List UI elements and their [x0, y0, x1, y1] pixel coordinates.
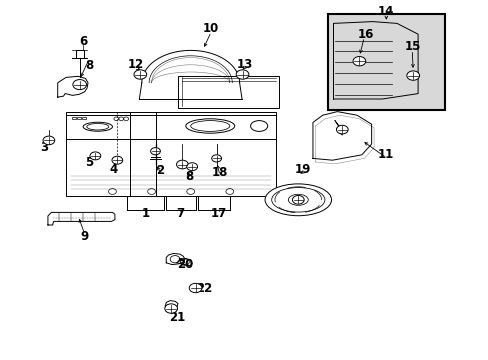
Circle shape: [150, 148, 160, 155]
Text: 4: 4: [110, 163, 118, 176]
Circle shape: [186, 163, 197, 171]
Text: 8: 8: [185, 170, 193, 183]
Circle shape: [73, 80, 86, 90]
Text: 9: 9: [81, 230, 88, 243]
Text: 11: 11: [377, 148, 394, 161]
Ellipse shape: [264, 184, 331, 216]
Text: 19: 19: [294, 163, 311, 176]
Text: 5: 5: [85, 156, 93, 169]
Circle shape: [90, 152, 101, 160]
Polygon shape: [66, 112, 276, 196]
Circle shape: [112, 156, 122, 164]
Text: 13: 13: [236, 58, 252, 71]
Circle shape: [236, 70, 248, 79]
Bar: [76, 50, 83, 58]
Text: 7: 7: [176, 207, 183, 220]
Text: 15: 15: [404, 40, 421, 53]
Text: 20: 20: [176, 258, 193, 271]
Text: 10: 10: [203, 22, 219, 35]
Circle shape: [164, 304, 177, 313]
Circle shape: [43, 136, 55, 145]
Text: 14: 14: [377, 5, 394, 18]
Bar: [72, 117, 76, 119]
Circle shape: [211, 155, 221, 162]
Text: 12: 12: [127, 58, 144, 71]
Text: 1: 1: [142, 207, 149, 220]
Text: 22: 22: [196, 282, 212, 295]
Text: 17: 17: [210, 207, 226, 220]
Circle shape: [176, 160, 188, 169]
Circle shape: [134, 70, 146, 79]
Text: 8: 8: [85, 59, 93, 72]
Bar: [327, 14, 444, 110]
Circle shape: [352, 57, 365, 66]
Circle shape: [336, 125, 347, 134]
Text: 2: 2: [156, 165, 164, 177]
Circle shape: [189, 283, 202, 293]
Text: 6: 6: [79, 35, 87, 48]
Ellipse shape: [288, 194, 307, 205]
Circle shape: [292, 195, 304, 204]
Bar: [178, 76, 278, 108]
Text: 21: 21: [169, 311, 185, 324]
Bar: [77, 117, 81, 119]
Text: 18: 18: [211, 166, 228, 179]
Circle shape: [406, 71, 419, 80]
Text: 3: 3: [40, 141, 48, 154]
Bar: [82, 117, 85, 119]
Text: 16: 16: [357, 28, 373, 41]
Bar: [327, 14, 444, 110]
